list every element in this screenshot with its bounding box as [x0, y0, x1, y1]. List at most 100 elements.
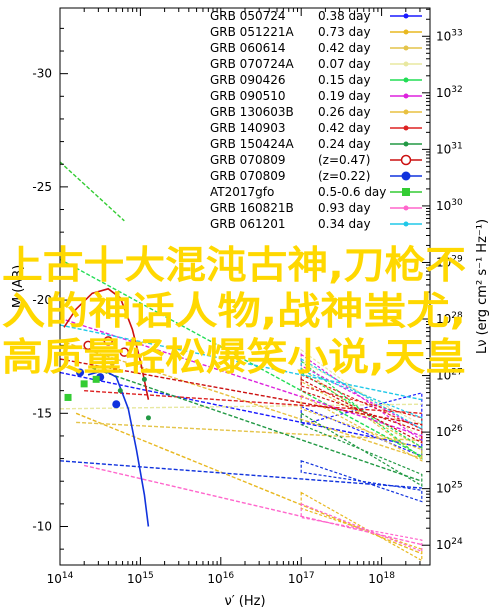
legend-value-12: 0.93 day — [318, 201, 371, 215]
legend-swatch-marker-7 — [403, 125, 409, 131]
legend-name-4: GRB 090426 — [210, 73, 286, 87]
y-right-axis-title: Lν (erg cm² s⁻¹ Hz⁻¹) — [475, 219, 490, 354]
x-tick-label-1: 1015 — [127, 571, 154, 586]
legend-swatch-marker-1 — [403, 29, 409, 35]
legend-name-2: GRB 060614 — [210, 41, 286, 55]
legend-value-2: 0.42 day — [318, 41, 371, 55]
series-line-3 — [59, 403, 422, 410]
data-marker-5 — [119, 347, 130, 357]
legend-swatch-marker-11 — [402, 188, 410, 196]
legend-swatch-marker-13 — [403, 221, 409, 227]
data-marker-11 — [117, 388, 123, 394]
series-bowtie-1 — [300, 491, 423, 562]
y-right-tick-label-9: 1024 — [436, 537, 463, 552]
legend-value-6: 0.26 day — [318, 105, 371, 119]
legend-value-1: 0.73 day — [318, 25, 371, 39]
series-bowtie-12 — [300, 503, 423, 553]
y-right-tick-label-7: 1026 — [436, 424, 463, 439]
legend-swatch-marker-6 — [403, 109, 409, 115]
series-line-6 — [59, 340, 423, 460]
x-tick-label-0: 1014 — [47, 571, 74, 586]
series-line-12 — [83, 464, 422, 546]
series-line-4 — [59, 258, 423, 457]
legend-swatch-marker-0 — [403, 13, 409, 19]
legend-name-3: GRB 070724A — [210, 57, 294, 71]
y-left-tick-label-0: -30 — [32, 67, 52, 81]
series-bowtie-13 — [300, 357, 423, 431]
y-left-axis-title: M (AB) — [11, 265, 26, 308]
legend-swatch-marker-3 — [403, 61, 409, 67]
y-left-tick-label-2: -20 — [32, 293, 52, 307]
series-bowtie-8 — [300, 412, 423, 487]
legend-value-10: (z=0.22) — [318, 169, 370, 183]
legend-swatch-marker-8 — [403, 141, 409, 147]
legend-value-11: 0.5-0.6 day — [318, 185, 386, 199]
y-left-tick-label-4: -10 — [32, 520, 52, 534]
data-marker-10 — [109, 360, 115, 366]
overlay-line-2: 高质量轻松爆笑小说,天皇 — [2, 335, 466, 379]
overlay-line-0: 上古十大混沌古神,刀枪不 — [2, 243, 466, 287]
legend-swatch-marker-5 — [403, 93, 409, 99]
legend-swatch-marker-10 — [401, 171, 411, 181]
data-marker-3 — [103, 336, 113, 346]
legend-name-13: GRB 061201 — [210, 217, 286, 231]
series-line-2 — [76, 421, 422, 442]
legend-swatch-marker-2 — [403, 45, 409, 51]
data-marker-4 — [83, 340, 93, 351]
series-bowtie-7 — [300, 373, 423, 431]
data-marker-8 — [92, 375, 100, 383]
y-left-tick-label-1: -25 — [32, 180, 52, 194]
data-marker-13 — [141, 376, 147, 382]
legend-value-3: 0.07 day — [318, 57, 371, 71]
legend-name-0: GRB 050724 — [210, 9, 286, 23]
y-right-tick-label-6: 1027 — [436, 368, 463, 383]
y-right-tick-label-1: 1032 — [436, 85, 463, 100]
series-bowtie-0 — [300, 392, 423, 458]
legend-swatch-marker-4 — [403, 77, 409, 83]
y-right-tick-label-5: 1028 — [436, 311, 463, 326]
data-marker-9 — [101, 367, 107, 373]
data-marker-7 — [80, 380, 88, 388]
plot-layer: 1014 1015 1016 1017 1018 -30 -25 -20 -15 -10 1033 1… — [11, 7, 490, 609]
legend-name-6: GRB 130603B — [210, 105, 294, 119]
legend-value-5: 0.19 day — [318, 89, 371, 103]
legend-value-4: 0.15 day — [318, 73, 371, 87]
x-tick-label-2: 1016 — [207, 571, 234, 586]
y-right-tick-label-4: 1029 — [436, 254, 463, 269]
y-right-tick-label-2: 1031 — [436, 141, 463, 156]
series-line-10 — [59, 460, 422, 489]
legend-value-7: 0.42 day — [318, 121, 371, 135]
x-tick-label-4: 1018 — [368, 571, 395, 586]
series-bowtie-9 — [300, 378, 423, 444]
y-right-tick-label-0: 1033 — [436, 28, 463, 43]
x-axis-title: ν′ (Hz) — [224, 594, 265, 609]
data-marker-6 — [64, 393, 72, 401]
legend-name-12: GRB 160821B — [210, 201, 294, 215]
series-line-0 — [59, 371, 422, 448]
legend-swatch-marker-9 — [400, 154, 412, 166]
data-marker-0 — [76, 368, 85, 377]
series-line-11 — [59, 161, 125, 222]
legend-name-11: AT2017gfo — [210, 185, 274, 199]
legend-name-10: GRB 070809 — [210, 169, 286, 183]
data-marker-12 — [133, 351, 139, 357]
legend-value-8: 0.24 day — [318, 137, 371, 151]
legend-name-5: GRB 090510 — [210, 89, 286, 103]
legend-value-13: 0.34 day — [318, 217, 371, 231]
y-right-tick-label-3: 1030 — [436, 198, 463, 213]
overlay-line-1: 入的神话人物,战神蚩尤, — [2, 289, 466, 333]
legend-name-8: GRB 150424A — [210, 137, 294, 151]
series-line-9 — [59, 358, 422, 426]
series-line-8 — [91, 367, 423, 482]
series-line-7 — [84, 390, 422, 414]
y-left-tick-label-3: -15 — [32, 406, 52, 420]
spectral-curve-0 — [63, 287, 150, 400]
legend-name-1: GRB 051221A — [210, 25, 294, 39]
legend-name-7: GRB 140903 — [210, 121, 286, 135]
data-marker-14 — [145, 415, 151, 421]
legend-value-0: 0.38 day — [318, 9, 371, 23]
legend-swatch-marker-12 — [403, 205, 409, 211]
legend-name-9: GRB 070809 — [210, 153, 286, 167]
